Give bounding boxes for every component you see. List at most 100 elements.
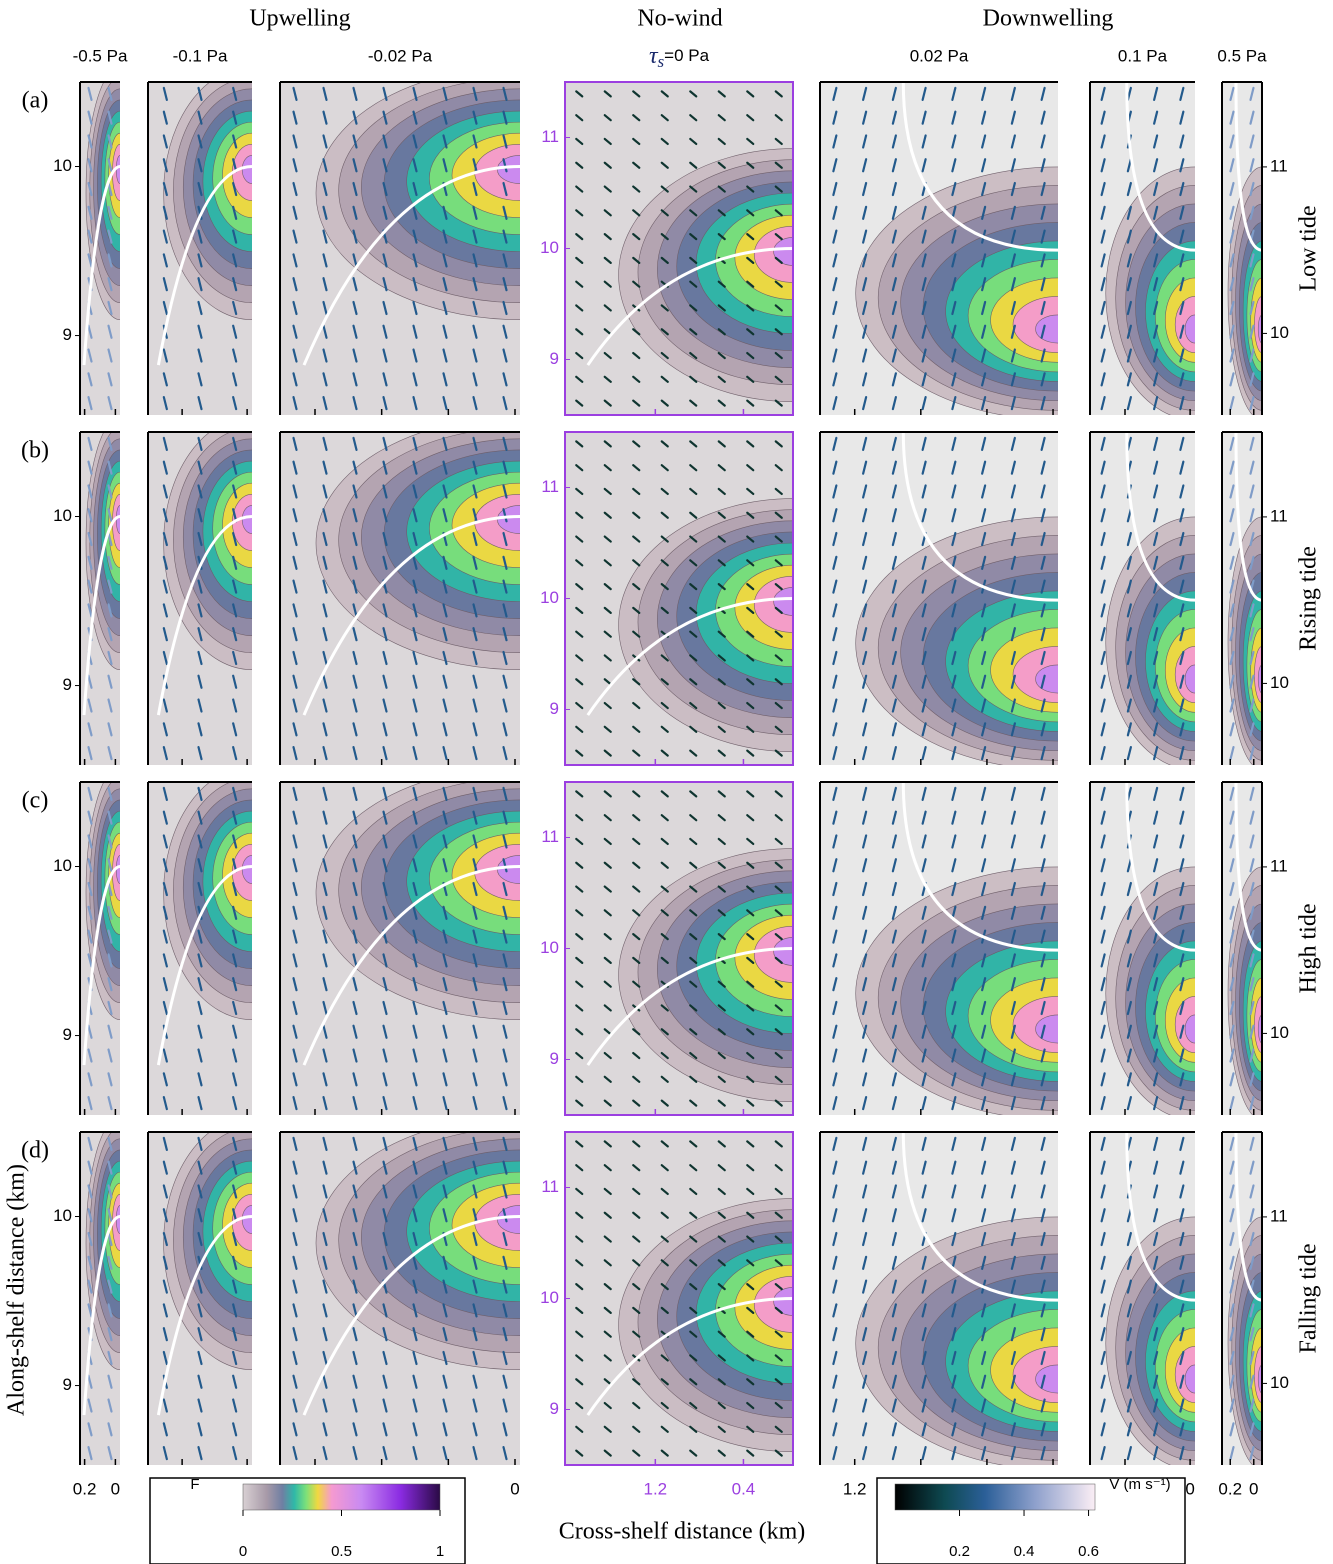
y-tick-label: 11: [1270, 1206, 1288, 1225]
plume-contour: [242, 855, 262, 883]
panel: [1222, 1132, 1296, 1470]
column-title: -0.1 Pa: [173, 46, 228, 65]
column-label: =0 Pa: [664, 46, 709, 65]
column-title: -0.5 Pa: [73, 46, 128, 65]
panel: [75, 417, 154, 765]
colorbar-tick-label: 0.6: [1078, 1543, 1099, 1560]
y-tick-label: 11: [541, 827, 559, 846]
colorbar-tick-label: 0.2: [949, 1543, 970, 1560]
y-tick-label: 11: [541, 127, 559, 146]
figure: Along-shelf distance (km) Cross-shelf di…: [0, 0, 1333, 1564]
y-tick-label: 11: [1270, 506, 1288, 525]
plume-contour: [1185, 665, 1205, 693]
y-tick-label: 9: [550, 699, 559, 718]
plume-contour: [1185, 1015, 1205, 1043]
colorbar-tick-label: 0: [239, 1543, 247, 1560]
row-name: Rising tide: [1296, 546, 1322, 651]
panel: [75, 67, 154, 415]
y-tick-label: 10: [540, 588, 559, 607]
y-tick-label: 10: [1270, 1373, 1289, 1392]
column-title: -0.02 Pa: [368, 46, 433, 65]
y-tick-label: 11: [541, 477, 559, 496]
panel-content: [80, 767, 154, 1115]
y-tick-label: 11: [1270, 156, 1288, 175]
plume-contour: [116, 1205, 124, 1233]
panel: [1222, 82, 1296, 420]
plume-contour: [116, 155, 124, 183]
y-tick-label: 9: [63, 1375, 72, 1394]
y-tick-label: 10: [1270, 323, 1289, 342]
plume-contour: [116, 505, 124, 533]
y-tick-label: 10: [53, 856, 72, 875]
plume-contour: [242, 505, 262, 533]
panel: [1222, 782, 1296, 1120]
column-title: 0.02 Pa: [910, 46, 969, 65]
row-letter: (b): [21, 438, 49, 464]
y-tick-label: 10: [540, 938, 559, 957]
colorbar: [895, 1484, 1095, 1510]
x-tick-label: 0: [111, 1479, 120, 1498]
x-tick-label: 0.2: [1218, 1479, 1242, 1498]
y-tick-label: 10: [540, 238, 559, 257]
x-axis-label: Cross-shelf distance (km): [559, 1519, 806, 1545]
panel-content: [1222, 82, 1296, 420]
column-title: 0.1 Pa: [1118, 46, 1168, 65]
y-tick-label: 10: [1270, 673, 1289, 692]
y-tick-label: 10: [53, 506, 72, 525]
panel-content: [80, 417, 154, 765]
panel-content: [80, 1117, 154, 1465]
colorbar-title: V (m s⁻¹): [1109, 1476, 1170, 1493]
y-tick-label: 9: [63, 675, 72, 694]
group-title: No-wind: [637, 6, 722, 32]
panel: [1222, 432, 1296, 770]
colorbar-tick-label: 1: [436, 1543, 444, 1560]
y-tick-label: 10: [1270, 1023, 1289, 1042]
panel: [75, 767, 154, 1115]
group-title: Downwelling: [983, 6, 1114, 32]
row-letter: (c): [22, 788, 49, 814]
y-tick-label: 10: [540, 1288, 559, 1307]
x-tick-label: 0: [1185, 1479, 1194, 1498]
colorbar-title: F: [190, 1476, 199, 1493]
row-name: Low tide: [1296, 206, 1322, 292]
x-tick-label: 0.2: [73, 1479, 97, 1498]
y-tick-label: 10: [53, 156, 72, 175]
panel-content: [1222, 1132, 1296, 1470]
panel: [75, 1117, 154, 1465]
colorbar-tick-label: 0.5: [331, 1543, 352, 1560]
plume-contour: [242, 1205, 262, 1233]
y-tick-label: 9: [550, 1399, 559, 1418]
column-title: 0.5 Pa: [1217, 46, 1267, 65]
group-title: Upwelling: [249, 6, 350, 32]
panel-content: [1222, 432, 1296, 770]
plume-contour: [1036, 665, 1081, 693]
row-name: Falling tide: [1296, 1244, 1322, 1354]
plume-contour: [1036, 1015, 1081, 1043]
x-tick-label: 0: [510, 1479, 519, 1498]
y-tick-label: 10: [53, 1206, 72, 1225]
x-tick-label: 0.4: [732, 1479, 756, 1498]
colorbar-tick-label: 0.4: [1014, 1543, 1035, 1560]
y-axis-label: Along-shelf distance (km): [4, 1164, 30, 1416]
plume-contour: [242, 155, 262, 183]
column-title: τs=0 Pa: [649, 43, 710, 71]
row-name: High tide: [1296, 904, 1322, 994]
row-letter: (a): [22, 88, 49, 114]
y-tick-label: 9: [550, 1049, 559, 1068]
y-tick-label: 11: [1270, 856, 1288, 875]
y-tick-label: 11: [541, 1177, 559, 1196]
x-tick-label: 0: [1249, 1479, 1258, 1498]
row-letter: (d): [21, 1138, 49, 1164]
plume-contour: [1036, 315, 1081, 343]
x-tick-label: 1.2: [843, 1479, 867, 1498]
plume-contour: [1185, 1365, 1205, 1393]
page: Along-shelf distance (km) Cross-shelf di…: [0, 0, 1333, 1564]
plume-contour: [116, 855, 124, 883]
panel-content: [1222, 782, 1296, 1120]
x-tick-label: 1.2: [643, 1479, 667, 1498]
panel-content: [80, 67, 154, 415]
y-tick-label: 9: [550, 349, 559, 368]
y-tick-label: 9: [63, 325, 72, 344]
colorbar: [243, 1484, 440, 1510]
plume-contour: [1036, 1365, 1081, 1393]
